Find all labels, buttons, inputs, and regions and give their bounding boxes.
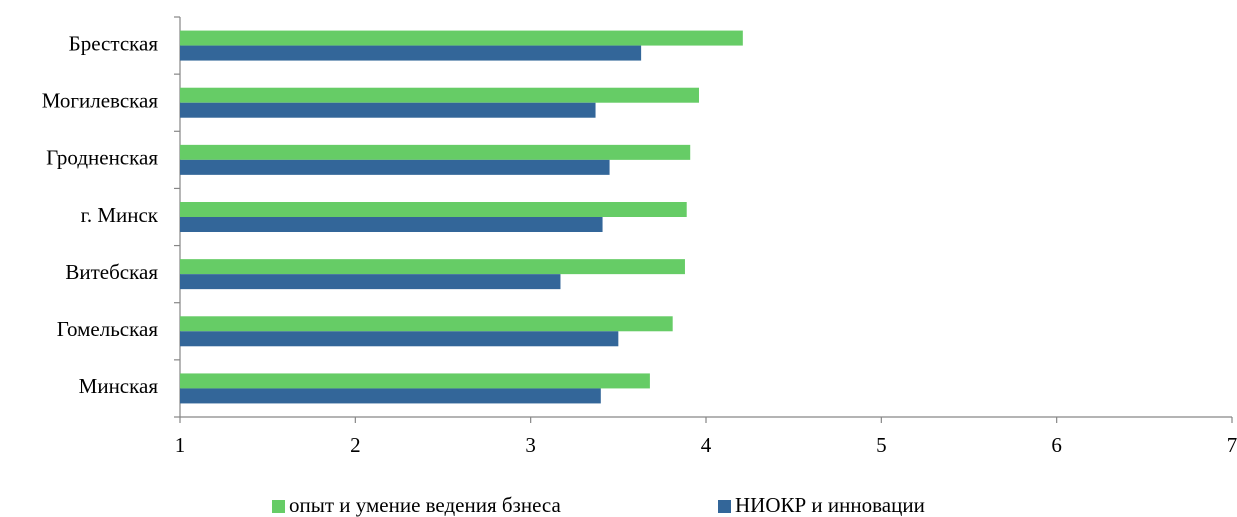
bar [180,388,601,404]
bar [180,274,561,290]
legend-swatch [718,500,731,513]
y-tick-label: Гомельская [57,317,159,341]
bar [180,331,619,347]
x-tick-label: 5 [876,433,887,457]
bar [180,102,596,118]
bar [180,144,691,160]
x-tick-label: 2 [350,433,361,457]
y-tick-label: Витебская [65,260,158,284]
legend-swatch [272,500,285,513]
x-tick-label: 3 [525,433,536,457]
x-tick-label: 1 [175,433,186,457]
bar [180,159,610,175]
y-tick-label: Брестская [69,31,159,55]
legend-label: НИОКР и инновации [735,493,925,517]
y-tick-label: Минская [79,374,159,398]
y-tick-label: Гродненская [46,146,158,170]
legend-label: опыт и умение ведения бзнеса [289,493,562,517]
bar [180,30,743,46]
x-tick-label: 7 [1227,433,1237,457]
y-tick-label: Могилевская [42,89,159,113]
bar [180,45,642,61]
bar [180,87,699,103]
y-tick-label: г. Минск [81,203,159,227]
x-tick-label: 4 [701,433,712,457]
bar [180,217,603,232]
x-tick-label: 6 [1051,433,1062,457]
bar [180,202,687,217]
bar [180,259,685,275]
bar [180,373,650,389]
bar [180,316,673,332]
